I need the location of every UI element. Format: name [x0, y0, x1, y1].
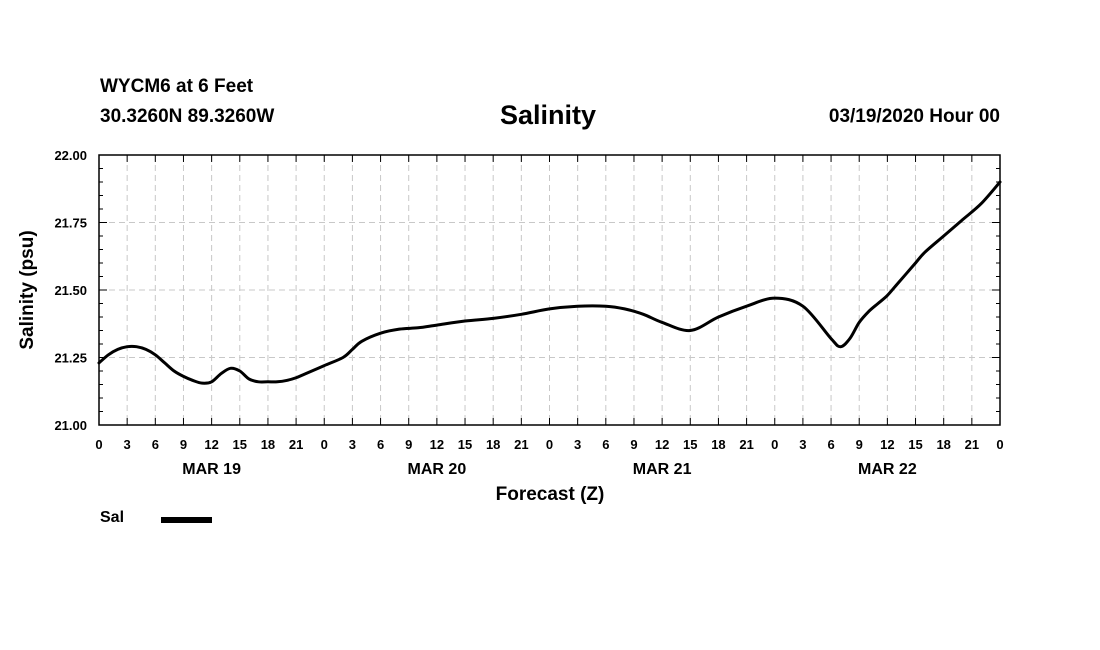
grid-lines — [99, 155, 1000, 425]
legend-label-sal: Sal — [100, 509, 125, 526]
day-label: MAR 22 — [858, 461, 917, 478]
x-tick-label: 12 — [655, 437, 669, 452]
x-tick-label: 3 — [124, 437, 131, 452]
x-tick-label: 18 — [936, 437, 950, 452]
x-tick-label: 9 — [630, 437, 637, 452]
day-label: MAR 21 — [633, 461, 692, 478]
coordinates-label: 30.3260N 89.3260W — [100, 106, 275, 127]
x-tick-label: 0 — [996, 437, 1003, 452]
plot-frame — [98, 154, 1001, 426]
x-tick-label: 0 — [771, 437, 778, 452]
x-tick-label: 9 — [180, 437, 187, 452]
x-tick-label: 15 — [908, 437, 922, 452]
y-tick-label: 21.00 — [54, 418, 87, 433]
x-tick-label: 21 — [514, 437, 528, 452]
legend-swatch-sal — [161, 517, 212, 523]
x-tick-label: 21 — [289, 437, 303, 452]
x-axis-title: Forecast (Z) — [496, 484, 605, 505]
x-tick-label: 9 — [856, 437, 863, 452]
forecast-datetime: 03/19/2020 Hour 00 — [828, 106, 1000, 127]
x-tick-label: 15 — [458, 437, 472, 452]
x-tick-label: 9 — [405, 437, 412, 452]
y-axis-title: Salinity (psu) — [17, 230, 38, 349]
x-tick-label: 15 — [683, 437, 697, 452]
x-tick-label: 18 — [261, 437, 275, 452]
x-tick-label: 18 — [486, 437, 500, 452]
x-tick-label: 18 — [711, 437, 725, 452]
series-group — [97, 180, 1002, 385]
x-tick-label: 0 — [95, 437, 102, 452]
y-tick-label: 21.50 — [54, 283, 87, 298]
x-tick-label: 0 — [321, 437, 328, 452]
x-tick-label: 3 — [574, 437, 581, 452]
series-line-sal — [97, 180, 1002, 385]
y-tick-label: 21.25 — [54, 351, 87, 366]
x-tick-label: 3 — [799, 437, 806, 452]
x-tick-label: 0 — [546, 437, 553, 452]
day-label: MAR 20 — [408, 461, 467, 478]
x-tick-label: 21 — [965, 437, 979, 452]
y-tick-label: 21.75 — [54, 216, 87, 231]
axis-labels: 0 3 6 9 12 15 18 21 0 3 6 9 12 15 18 21 0 3 6 9 12 15 18 21 0 3 6 9… — [54, 148, 1003, 478]
day-label: MAR 19 — [182, 461, 241, 478]
x-tick-label: 12 — [204, 437, 218, 452]
x-tick-label: 21 — [739, 437, 753, 452]
station-label: WYCM6 at 6 Feet — [100, 76, 254, 97]
y-tick-label: 22.00 — [54, 148, 87, 163]
x-tick-label: 12 — [880, 437, 894, 452]
x-tick-label: 6 — [827, 437, 834, 452]
chart-title: Salinity — [500, 100, 597, 130]
x-tick-label: 12 — [430, 437, 444, 452]
x-tick-label: 3 — [349, 437, 356, 452]
x-tick-label: 6 — [602, 437, 609, 452]
x-tick-label: 6 — [377, 437, 384, 452]
x-tick-label: 6 — [152, 437, 159, 452]
x-tick-label: 15 — [233, 437, 247, 452]
